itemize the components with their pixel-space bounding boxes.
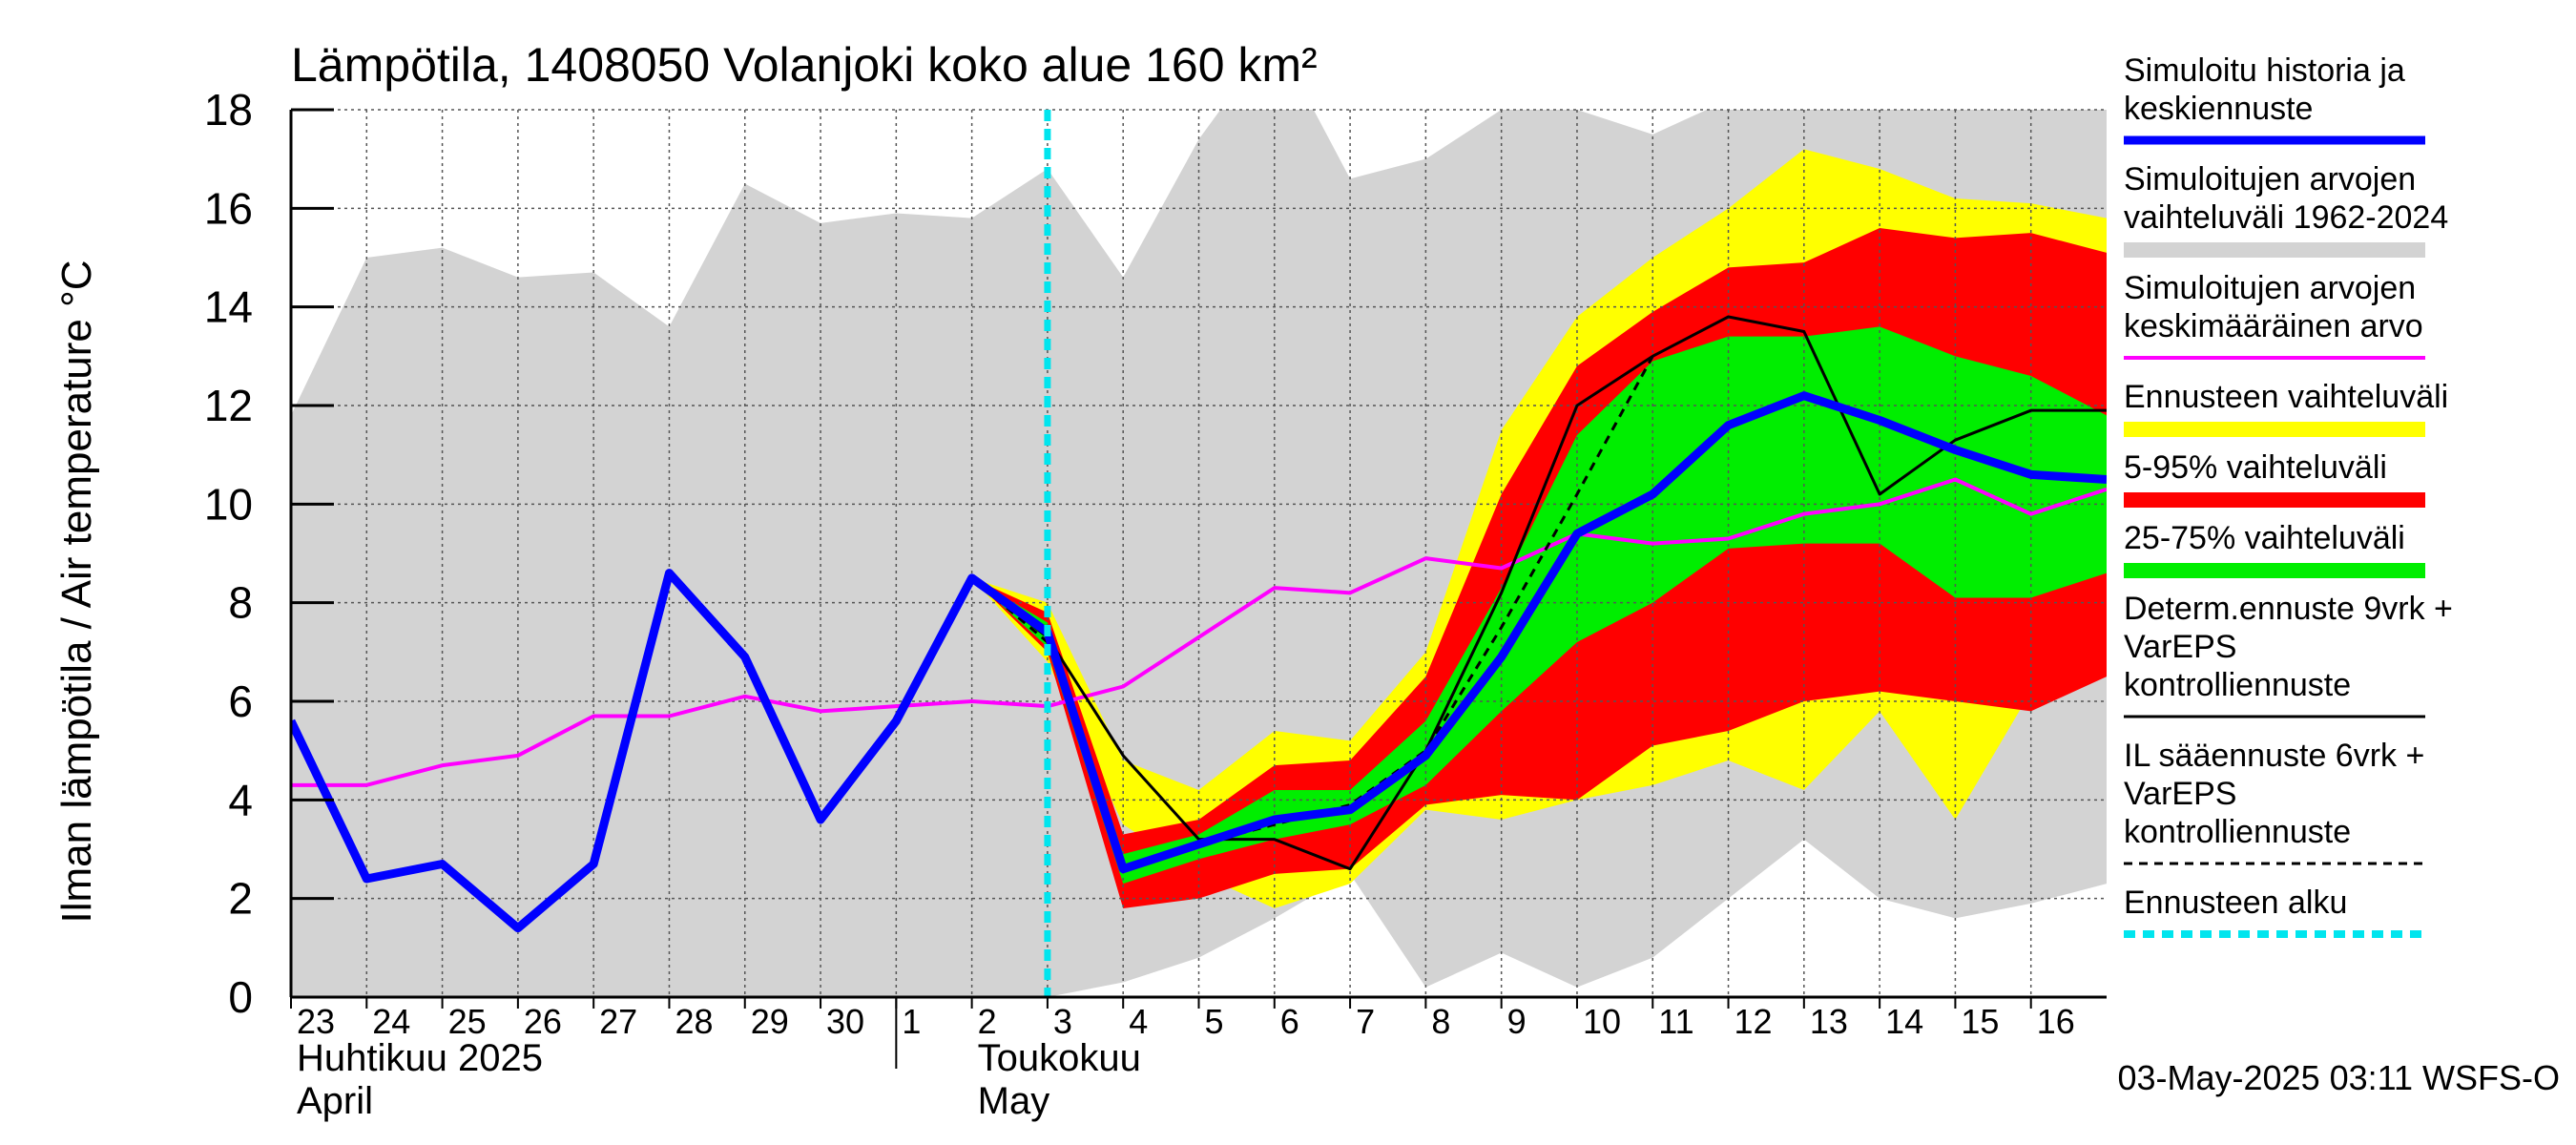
y-tick-label: 2 — [228, 874, 253, 924]
legend-label: Simuloitu historia ja — [2124, 52, 2405, 89]
series-layer — [291, 315, 2107, 933]
month-label-fi: Toukokuu — [978, 1037, 1141, 1079]
legend-label: Determ.ennuste 9vrk + — [2124, 591, 2453, 627]
legend-label: Simuloitujen arvojen — [2124, 270, 2416, 306]
legend-label: kontrolliennuste — [2124, 814, 2351, 850]
legend-label: kontrolliennuste — [2124, 667, 2351, 703]
series-line-3 — [291, 391, 2107, 933]
y-tick-label: 14 — [204, 282, 253, 332]
legend-label: 25-75% vaihteluväli — [2124, 520, 2405, 556]
x-tick-label: 3 — [1053, 1002, 1072, 1041]
timestamp: 03-May-2025 03:11 WSFS-O — [2117, 1058, 2560, 1097]
band-3 — [971, 326, 2107, 885]
legend-label: IL sääennuste 6vrk + — [2124, 738, 2424, 774]
x-tick-label: 30 — [826, 1002, 864, 1041]
x-tick-label: 28 — [675, 1002, 713, 1041]
x-tick-label: 24 — [372, 1002, 410, 1041]
x-tick-label: 2 — [978, 1002, 997, 1041]
x-tick-label: 13 — [1810, 1002, 1848, 1041]
y-tick-label: 8 — [228, 578, 253, 628]
x-tick-label: 15 — [1961, 1002, 1999, 1041]
legend-label: VarEPS — [2124, 776, 2236, 812]
y-tick-label: 18 — [204, 85, 253, 135]
legend-swatch-3 — [2124, 422, 2425, 437]
y-axis-label: Ilman lämpötila / Air temperature °C — [53, 260, 100, 924]
x-tick-label: 7 — [1356, 1002, 1375, 1041]
grid-layer — [290, 109, 2107, 997]
chart-title: Lämpötila, 1408050 Volanjoki koko alue 1… — [291, 38, 1318, 92]
x-tick-label: 9 — [1507, 1002, 1527, 1041]
series-line-1 — [970, 315, 2107, 871]
y-tick-label: 6 — [228, 677, 253, 726]
x-tick-label: 26 — [524, 1002, 562, 1041]
x-tick-label: 5 — [1205, 1002, 1224, 1041]
x-tick-label: 25 — [448, 1002, 487, 1041]
month-label-en: April — [297, 1080, 373, 1122]
x-tick-label: 23 — [297, 1002, 335, 1041]
x-tick-label: 16 — [2037, 1002, 2075, 1041]
month-label-fi: Huhtikuu 2025 — [297, 1037, 543, 1079]
legend-label: Ennusteen alku — [2124, 885, 2347, 921]
legend-swatch-5 — [2124, 563, 2425, 578]
y-tick-label: 0 — [228, 972, 253, 1022]
y-tick-label: 16 — [204, 183, 253, 233]
y-tick-label: 10 — [204, 479, 253, 529]
month-label-en: May — [978, 1080, 1050, 1122]
legend-label: vaihteluväli 1962-2024 — [2124, 199, 2448, 236]
legend-label: VarEPS — [2124, 629, 2236, 665]
y-tick-label: 12 — [204, 381, 253, 430]
y-tick-label: 4 — [228, 775, 253, 824]
legend-label: 5-95% vaihteluväli — [2124, 449, 2387, 486]
legend-label: Ennusteen vaihteluväli — [2124, 379, 2448, 415]
x-tick-label: 1 — [902, 1002, 921, 1041]
series-line-0 — [291, 477, 2107, 787]
legend-label: keskiennuste — [2124, 91, 2313, 127]
x-tick-label: 10 — [1583, 1002, 1621, 1041]
x-tick-label: 14 — [1885, 1002, 1923, 1041]
legend-label: keskimääräinen arvo — [2124, 308, 2423, 344]
x-tick-label: 8 — [1431, 1002, 1450, 1041]
legend-label: Simuloitujen arvojen — [2124, 161, 2416, 198]
x-tick-label: 6 — [1280, 1002, 1299, 1041]
x-tick-label: 27 — [599, 1002, 637, 1041]
x-tick-label: 11 — [1658, 1002, 1693, 1041]
legend-swatch-4 — [2124, 492, 2425, 508]
x-tick-label: 29 — [751, 1002, 789, 1041]
legend-swatch-1 — [2124, 242, 2425, 258]
x-tick-label: 4 — [1129, 1002, 1148, 1041]
x-tick-label: 12 — [1735, 1002, 1773, 1041]
